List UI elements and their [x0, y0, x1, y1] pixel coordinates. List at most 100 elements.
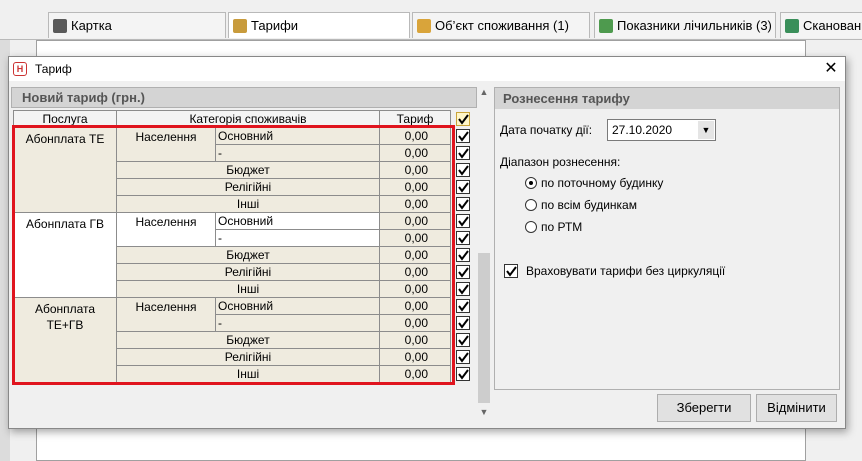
close-button[interactable]: ✕: [824, 60, 838, 77]
tab-bar: Картка Тарифи Об’єкт споживання (1) Показни…: [0, 0, 862, 40]
row-checkbox[interactable]: [456, 350, 470, 364]
radio-label[interactable]: по РТМ: [541, 220, 583, 234]
circulation-checkbox[interactable]: [504, 264, 518, 278]
tab-icon: [233, 19, 247, 33]
scrollbar[interactable]: ▲ ▼: [477, 87, 491, 421]
radio-button[interactable]: [525, 177, 537, 189]
tariff-cell[interactable]: 0,00: [380, 179, 451, 196]
tariff-cell[interactable]: 0,00: [380, 315, 451, 332]
tab[interactable]: Картка: [48, 12, 226, 38]
circulation-label[interactable]: Враховувати тарифи без циркуляції: [526, 264, 726, 278]
tab[interactable]: Тарифи: [228, 12, 410, 38]
check-mark: [458, 182, 469, 193]
tariff-cell[interactable]: 0,00: [380, 349, 451, 366]
tariff-cell[interactable]: 0,00: [380, 264, 451, 281]
category-cell: Населення: [117, 213, 216, 247]
right-panel: Рознесення тарифу Дата початку дії: 27.1…: [494, 87, 840, 390]
cancel-button[interactable]: Відмінити: [756, 394, 837, 422]
row-checkbox[interactable]: [456, 214, 470, 228]
dropdown-arrow[interactable]: ▼: [698, 121, 714, 139]
check-mark: [458, 131, 469, 142]
app-icon: H: [13, 62, 27, 76]
radio-button[interactable]: [525, 199, 537, 211]
header-checkbox[interactable]: [456, 112, 470, 126]
tab[interactable]: Об’єкт споживання (1): [412, 12, 590, 38]
subcategory-cell: -: [216, 230, 380, 247]
subcategory-cell: -: [216, 315, 380, 332]
radio-button[interactable]: [525, 221, 537, 233]
tab[interactable]: Показники лічильників (3): [594, 12, 776, 38]
row-checkbox[interactable]: [456, 129, 470, 143]
subcategory-cell: Інші: [117, 281, 380, 298]
check-mark: [458, 352, 469, 363]
subcategory-cell: -: [216, 145, 380, 162]
category-cell: Населення: [117, 298, 216, 332]
selection-outline: [12, 125, 455, 385]
subcategory-cell: Бюджет: [117, 162, 380, 179]
tab-icon: [599, 19, 613, 33]
check-mark: [506, 266, 517, 277]
tariff-cell[interactable]: 0,00: [380, 332, 451, 349]
radio-label[interactable]: по всім будинкам: [541, 198, 637, 212]
check-mark: [458, 199, 469, 210]
scroll-thumb[interactable]: [478, 253, 490, 403]
tariff-cell[interactable]: 0,00: [380, 128, 451, 145]
tariff-cell[interactable]: 0,00: [380, 230, 451, 247]
tariff-cell[interactable]: 0,00: [380, 213, 451, 230]
check-mark: [458, 250, 469, 261]
subcategory-cell: Бюджет: [117, 332, 380, 349]
row-checkbox[interactable]: [456, 197, 470, 211]
check-mark: [458, 284, 469, 295]
date-value: 27.10.2020: [612, 123, 673, 137]
subcategory-cell: Релігійні: [117, 349, 380, 366]
tariff-cell[interactable]: 0,00: [380, 247, 451, 264]
row-checkbox[interactable]: [456, 163, 470, 177]
service-cell: Абонплата ТЕ+ГВ: [13, 298, 117, 383]
panel-header: Рознесення тарифу: [495, 88, 839, 109]
scroll-up[interactable]: ▲: [479, 87, 489, 97]
dialog-title: Тариф: [35, 62, 72, 76]
row-checkbox[interactable]: [456, 367, 470, 381]
check-mark: [458, 335, 469, 346]
tariff-cell[interactable]: 0,00: [380, 145, 451, 162]
category-cell: Населення: [117, 128, 216, 162]
tariff-cell[interactable]: 0,00: [380, 196, 451, 213]
row-checkbox[interactable]: [456, 316, 470, 330]
tab-icon: [417, 19, 431, 33]
radio-label[interactable]: по поточному будинку: [541, 176, 664, 190]
subcategory-cell: Основний: [216, 128, 380, 145]
row-checkbox[interactable]: [456, 282, 470, 296]
check-mark: [458, 369, 469, 380]
subcategory-cell: Релігійні: [117, 264, 380, 281]
check-mark: [458, 216, 469, 227]
column-header: Послуга: [13, 110, 117, 128]
date-label: Дата початку дії:: [500, 123, 593, 137]
row-checkbox[interactable]: [456, 180, 470, 194]
subcategory-cell: Основний: [216, 213, 380, 230]
row-checkbox[interactable]: [456, 265, 470, 279]
row-checkbox[interactable]: [456, 299, 470, 313]
column-header: Категорія споживачів: [117, 110, 380, 128]
check-mark: [458, 318, 469, 329]
tariff-cell[interactable]: 0,00: [380, 281, 451, 298]
row-checkbox[interactable]: [456, 333, 470, 347]
tariff-cell[interactable]: 0,00: [380, 162, 451, 179]
tab-icon: [785, 19, 799, 33]
left-panel: Новий тариф (грн.) Послуга Категорія спож…: [11, 87, 477, 387]
row-checkbox[interactable]: [456, 248, 470, 262]
dialog: H Тариф ✕ Новий тариф (грн.) Послуга Кате…: [8, 56, 846, 429]
radio-dot: [529, 181, 533, 185]
scroll-down[interactable]: ▼: [479, 407, 489, 417]
check-mark: [458, 233, 469, 244]
row-checkbox[interactable]: [456, 146, 470, 160]
subcategory-cell: Основний: [216, 298, 380, 315]
left-strip: [0, 40, 10, 461]
save-button[interactable]: Зберегти: [657, 394, 751, 422]
tab[interactable]: Сканован: [780, 12, 862, 38]
tariff-cell[interactable]: 0,00: [380, 298, 451, 315]
tab-icon: [53, 19, 67, 33]
date-combobox[interactable]: 27.10.2020 ▼: [607, 119, 716, 141]
row-checkbox[interactable]: [456, 231, 470, 245]
check-mark: [458, 165, 469, 176]
